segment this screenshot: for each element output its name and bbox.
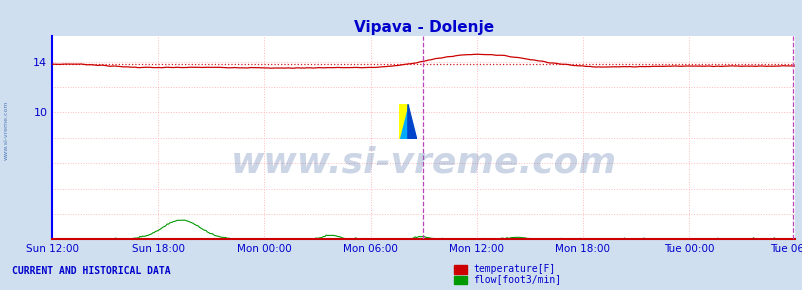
Text: flow[foot3/min]: flow[foot3/min] [472, 274, 561, 284]
Text: temperature[F]: temperature[F] [472, 264, 554, 274]
Title: Vipava - Dolenje: Vipava - Dolenje [353, 20, 493, 35]
Polygon shape [407, 104, 416, 139]
Text: www.si-vreme.com: www.si-vreme.com [4, 101, 9, 160]
Polygon shape [399, 104, 407, 139]
Text: www.si-vreme.com: www.si-vreme.com [230, 145, 616, 179]
Text: CURRENT AND HISTORICAL DATA: CURRENT AND HISTORICAL DATA [12, 266, 171, 276]
Polygon shape [399, 104, 407, 139]
